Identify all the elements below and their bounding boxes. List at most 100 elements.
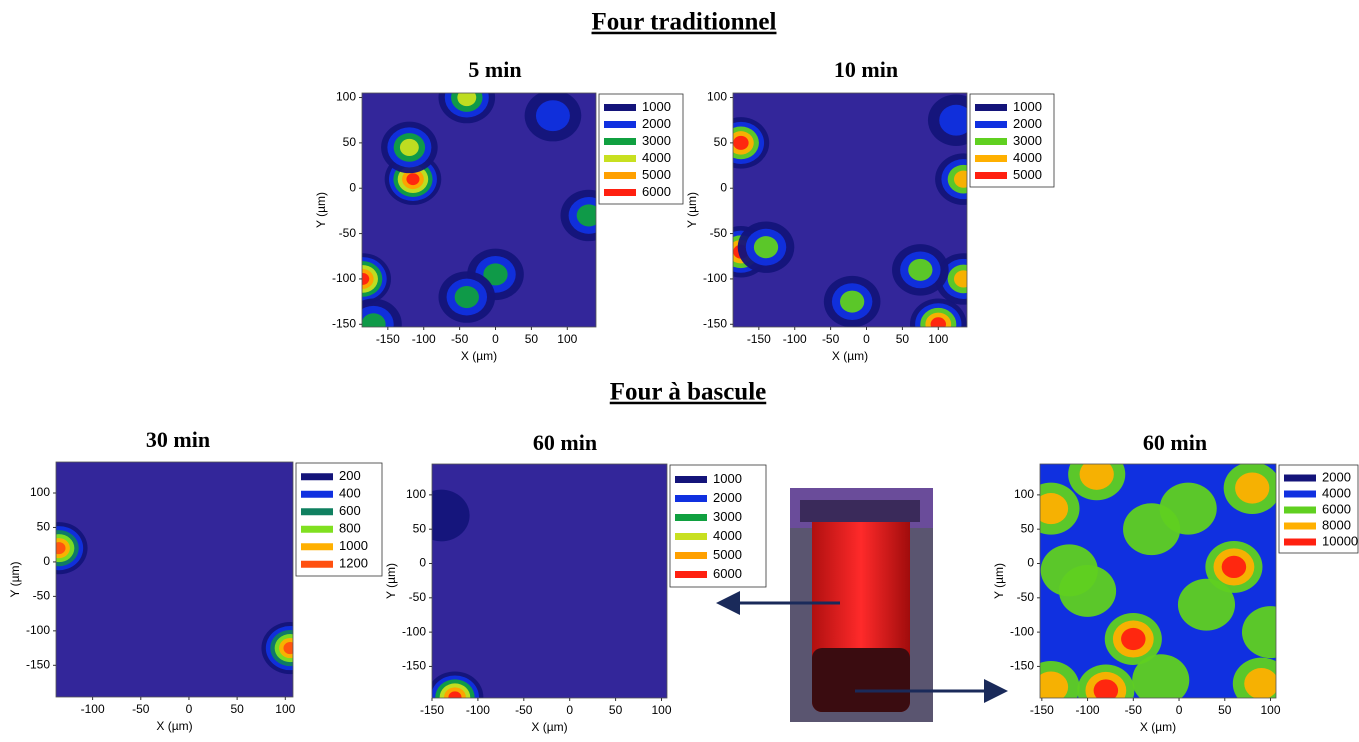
- section-title: Four à bascule: [610, 379, 767, 406]
- y-tick-label: -150: [332, 316, 356, 330]
- contour-band: [454, 286, 479, 309]
- legend: 1000 2000 3000 4000 5000: [969, 93, 1055, 188]
- legend: 1000 2000 3000 4000 5000 6000: [669, 464, 767, 588]
- y-tick-label: 100: [336, 90, 356, 104]
- legend-label: 800: [339, 521, 361, 536]
- contour-plot: 10 min -150 -100 -50 0 50 100 -150 -100 -50 0 50 100…: [685, 57, 1055, 363]
- legend-swatch: [604, 155, 636, 162]
- plot-title: 60 min: [533, 430, 597, 455]
- peak: [935, 253, 967, 305]
- x-tick-label: 0: [566, 703, 573, 717]
- y-tick-label: 100: [30, 485, 50, 499]
- x-tick-label: 0: [863, 332, 870, 346]
- y-tick-label: -100: [1010, 624, 1034, 638]
- peak: [1068, 464, 1126, 501]
- x-tick-label: 50: [230, 702, 244, 716]
- x-tick-label: 100: [651, 703, 671, 717]
- field-background: [432, 464, 667, 698]
- y-tick-label: -150: [1010, 659, 1034, 673]
- x-tick-label: -50: [1125, 703, 1143, 717]
- legend-label: 8000: [1322, 517, 1351, 532]
- contour-plot: 5 min -150 -100 -50 0 50 100 -150 -100 -50 0 50 100 X…: [314, 57, 684, 363]
- legend-swatch: [1284, 474, 1316, 482]
- peak: [438, 93, 496, 124]
- y-axis-label: Y (µm): [384, 563, 398, 599]
- y-axis-label: Y (µm): [8, 561, 22, 597]
- x-tick-label: 50: [525, 332, 539, 346]
- legend-swatch: [604, 121, 636, 128]
- legend-swatch: [675, 514, 707, 521]
- legend-box: [295, 462, 383, 577]
- y-tick-label: -100: [332, 271, 356, 285]
- legend-swatch: [675, 533, 707, 540]
- y-tick-label: -100: [703, 271, 727, 285]
- y-tick-label: 50: [413, 521, 427, 535]
- y-tick-label: -100: [402, 624, 426, 638]
- legend-box: [669, 464, 767, 588]
- legend-label: 5000: [1013, 167, 1042, 182]
- x-tick-label: 0: [1176, 703, 1183, 717]
- x-tick-label: 50: [1218, 703, 1232, 717]
- peak: [737, 221, 795, 273]
- peak: [56, 522, 88, 575]
- legend-label: 4000: [1013, 150, 1042, 165]
- y-tick-label: 100: [1014, 487, 1034, 501]
- legend-swatch: [1284, 538, 1316, 546]
- x-axis-label: X (µm): [832, 349, 868, 363]
- x-tick-label: 100: [1260, 703, 1280, 717]
- contour-band: [953, 170, 967, 188]
- contour-band: [399, 138, 419, 156]
- photo: [790, 488, 933, 722]
- plot-frame: [732, 92, 968, 328]
- contour-band: [939, 104, 967, 136]
- peak: [1123, 503, 1181, 556]
- x-tick-label: 0: [492, 332, 499, 346]
- plot-title: 5 min: [468, 57, 521, 82]
- legend-label: 1000: [1013, 99, 1042, 114]
- contour-band: [457, 93, 477, 107]
- peak: [362, 253, 392, 305]
- y-tick-label: -50: [710, 226, 728, 240]
- peak: [362, 298, 402, 327]
- legend-swatch: [975, 104, 1007, 111]
- contour-band: [1244, 668, 1276, 698]
- legend-label: 4000: [1322, 485, 1351, 500]
- peak: [438, 271, 496, 323]
- y-tick-label: 100: [707, 90, 727, 104]
- legend-label: 400: [339, 486, 361, 501]
- legend-swatch: [975, 121, 1007, 128]
- peak: [909, 298, 967, 327]
- legend-label: 3000: [713, 509, 742, 524]
- x-axis-label: X (µm): [531, 720, 567, 734]
- y-axis-label: Y (µm): [992, 563, 1006, 599]
- y-tick-label: -50: [409, 590, 427, 604]
- contour-band: [1221, 555, 1247, 579]
- peak: [927, 94, 967, 146]
- x-axis-label: X (µm): [156, 719, 192, 733]
- x-tick-label: -50: [822, 332, 840, 346]
- x-tick-label: 100: [928, 332, 948, 346]
- y-tick-label: -100: [26, 623, 50, 637]
- peak: [1232, 657, 1276, 698]
- x-tick-label: 100: [275, 702, 295, 716]
- contour-band: [930, 317, 947, 327]
- peaks: [1040, 464, 1276, 698]
- contour-band: [908, 258, 933, 281]
- x-tick-label: -100: [466, 703, 490, 717]
- legend-swatch: [975, 155, 1007, 162]
- peaks: [56, 522, 293, 675]
- plot-title: 60 min: [1143, 430, 1207, 455]
- peak: [1205, 540, 1263, 593]
- legend-label: 5000: [713, 547, 742, 562]
- x-tick-label: -150: [747, 332, 771, 346]
- contour-band: [1040, 544, 1098, 597]
- plot-frame: [361, 92, 597, 328]
- peak: [733, 117, 770, 169]
- x-axis-label: X (µm): [461, 349, 497, 363]
- contour-band: [535, 100, 570, 132]
- x-tick-label: 0: [186, 702, 193, 716]
- contour-band: [362, 272, 370, 285]
- legend-label: 1200: [339, 556, 368, 571]
